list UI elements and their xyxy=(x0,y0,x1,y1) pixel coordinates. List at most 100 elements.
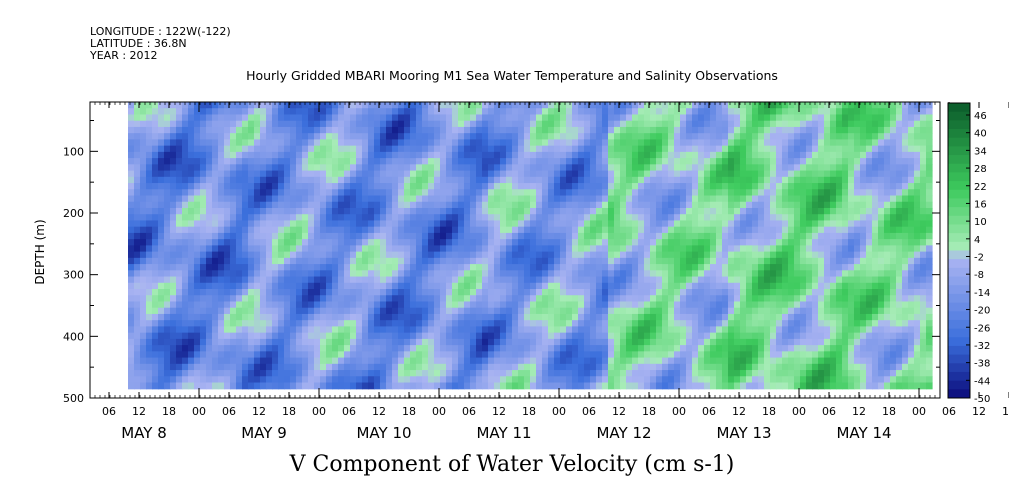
heatmap-cell xyxy=(452,351,459,359)
heatmap-cell xyxy=(596,332,603,340)
heatmap-cell xyxy=(542,133,549,140)
heatmap-cell xyxy=(308,332,315,340)
heatmap-cell xyxy=(494,245,501,253)
heatmap-cell xyxy=(542,114,549,122)
heatmap-cell xyxy=(506,183,513,190)
heatmap-cell xyxy=(218,270,225,278)
heatmap-cell xyxy=(356,307,363,315)
heatmap-cell xyxy=(338,270,345,278)
heatmap-cell xyxy=(152,338,159,346)
heatmap-cell xyxy=(170,145,177,153)
heatmap-cell xyxy=(548,307,555,315)
heatmap-cell xyxy=(704,114,711,122)
heatmap-cell xyxy=(428,195,435,203)
heatmap-cell xyxy=(218,251,225,259)
heatmap-cell xyxy=(530,282,537,290)
heatmap-cell xyxy=(200,357,207,365)
heatmap-cell xyxy=(296,332,303,340)
heatmap-cell xyxy=(386,145,393,153)
heatmap-cell xyxy=(158,183,165,190)
heatmap-cell xyxy=(494,357,501,365)
heatmap-cell xyxy=(566,120,573,128)
heatmap-cell xyxy=(248,345,255,352)
heatmap-cell xyxy=(650,264,657,271)
heatmap-cell xyxy=(218,245,225,253)
heatmap-cell xyxy=(416,151,423,159)
heatmap-cell xyxy=(440,270,447,278)
heatmap-cell xyxy=(638,363,645,371)
heatmap-cell xyxy=(572,251,579,259)
heatmap-cell xyxy=(728,363,735,371)
heatmap-cell xyxy=(464,207,471,215)
heatmap-cell xyxy=(326,158,333,165)
heatmap-cell xyxy=(428,139,435,147)
heatmap-cell xyxy=(596,276,603,284)
heatmap-cell xyxy=(272,338,279,346)
heatmap-cell xyxy=(428,207,435,215)
heatmap-cell xyxy=(524,158,531,165)
heatmap-cell xyxy=(566,207,573,215)
heatmap-cell xyxy=(164,220,171,228)
heatmap-cell xyxy=(488,382,495,390)
heatmap-cell xyxy=(218,282,225,290)
heatmap-cell xyxy=(146,245,153,253)
heatmap-cell xyxy=(746,201,753,209)
heatmap-cell xyxy=(656,176,663,184)
heatmap-cell xyxy=(290,370,297,377)
heatmap-cell xyxy=(542,376,549,384)
heatmap-cell xyxy=(164,133,171,140)
heatmap-cell xyxy=(506,201,513,209)
heatmap-cell xyxy=(770,332,777,340)
heatmap-cell xyxy=(224,114,231,122)
heatmap-cell xyxy=(626,133,633,140)
heatmap-cell xyxy=(662,326,669,334)
heatmap-cell xyxy=(776,145,783,153)
heatmap-cell xyxy=(746,363,753,371)
heatmap-cell xyxy=(140,251,147,259)
heatmap-cell xyxy=(236,313,243,321)
heatmap-cell xyxy=(638,108,645,116)
heatmap-cell xyxy=(536,320,543,328)
heatmap-cell xyxy=(320,332,327,340)
heatmap-cell xyxy=(290,276,297,284)
heatmap-cell xyxy=(542,357,549,365)
heatmap-cell xyxy=(344,301,351,309)
heatmap-cell xyxy=(296,133,303,140)
heatmap-cell xyxy=(224,158,231,165)
heatmap-cell xyxy=(272,133,279,140)
heatmap-cell xyxy=(374,195,381,203)
heatmap-cell xyxy=(224,289,231,296)
heatmap-cell xyxy=(422,120,429,128)
heatmap-cell xyxy=(590,345,597,352)
heatmap-cell xyxy=(662,376,669,384)
heatmap-cell xyxy=(212,133,219,140)
heatmap-cell xyxy=(764,164,771,172)
heatmap-cell xyxy=(578,326,585,334)
heatmap-cell xyxy=(710,257,717,265)
heatmap-cell xyxy=(398,120,405,128)
heatmap-cell xyxy=(488,357,495,365)
heatmap-cell xyxy=(566,345,573,352)
heatmap-cell xyxy=(236,126,243,134)
heatmap-cell xyxy=(602,376,609,384)
heatmap-cell xyxy=(158,307,165,315)
heatmap-cell xyxy=(590,139,597,147)
heatmap-cell xyxy=(524,114,531,122)
heatmap-cell xyxy=(404,320,411,328)
heatmap-cell xyxy=(584,139,591,147)
heatmap-cell xyxy=(536,251,543,259)
heatmap-cell xyxy=(632,126,639,134)
heatmap-cell xyxy=(200,232,207,240)
heatmap-cell xyxy=(578,220,585,228)
heatmap-cell xyxy=(398,201,405,209)
heatmap-cell xyxy=(422,376,429,384)
heatmap-cell xyxy=(290,313,297,321)
heatmap-cell xyxy=(656,195,663,203)
heatmap-cell xyxy=(260,114,267,122)
heatmap-cell xyxy=(512,276,519,284)
heatmap-cell xyxy=(656,207,663,215)
heatmap-cell xyxy=(338,120,345,128)
heatmap-cell xyxy=(482,382,489,390)
heatmap-cell xyxy=(194,102,201,109)
heatmap-cell xyxy=(482,295,489,303)
